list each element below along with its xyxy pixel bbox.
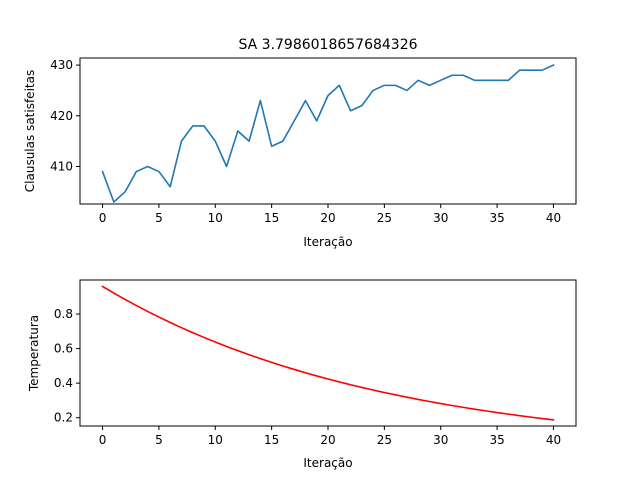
top-x-ticks: 0 5 10 15 20 25 30 35 40 — [99, 204, 561, 225]
bottom-y-tick-label: 0.2 — [54, 411, 73, 425]
bottom-x-ticks: 0 5 10 15 20 25 30 35 40 — [99, 426, 561, 447]
bottom-x-tick-label: 15 — [264, 433, 279, 447]
bottom-subplot: 0 5 10 15 20 25 30 35 40 0.2 0.4 0.6 0.8 Iteração T… — [27, 279, 577, 470]
bottom-x-tick-label: 20 — [320, 433, 335, 447]
top-x-tick-label: 20 — [320, 211, 335, 225]
bottom-x-tick-label: 30 — [433, 433, 448, 447]
top-chart-title: SA 3.7986018657684326 — [238, 37, 417, 53]
top-y-axis-label: Clausulas satisfeitas — [23, 70, 37, 192]
top-series-line-0 — [101, 64, 555, 203]
bottom-series-line-0 — [101, 285, 555, 421]
top-x-tick-label: 30 — [433, 211, 448, 225]
top-x-tick-label: 25 — [377, 211, 392, 225]
top-x-tick-label: 15 — [264, 211, 279, 225]
top-x-tick-label: 5 — [155, 211, 163, 225]
top-plot-marks — [101, 64, 555, 203]
bottom-x-axis-label: Iteração — [303, 456, 352, 470]
bottom-y-tick-label: 0.8 — [54, 307, 73, 321]
top-y-tick-label: 410 — [50, 159, 73, 173]
bottom-y-ticks: 0.2 0.4 0.6 0.8 — [54, 307, 80, 425]
bottom-x-tick-label: 40 — [546, 433, 561, 447]
bottom-y-axis-label: Temperatura — [27, 315, 41, 392]
bottom-y-tick-label: 0.4 — [54, 376, 73, 390]
bottom-x-tick-label: 25 — [377, 433, 392, 447]
bottom-plot-marks — [101, 285, 555, 421]
bottom-x-tick-label: 10 — [208, 433, 223, 447]
top-y-tick-label: 430 — [50, 58, 73, 72]
bottom-x-tick-label: 0 — [99, 433, 107, 447]
top-x-tick-label: 40 — [546, 211, 561, 225]
bottom-x-tick-label: 35 — [489, 433, 504, 447]
bottom-x-tick-label: 5 — [155, 433, 163, 447]
top-y-tick-label: 420 — [50, 109, 73, 123]
top-x-tick-label: 10 — [208, 211, 223, 225]
top-x-tick-label: 35 — [489, 211, 504, 225]
top-y-ticks: 410 420 430 — [50, 58, 80, 173]
top-subplot: SA 3.7986018657684326 0 5 10 15 20 25 30 35 40 4… — [23, 37, 577, 249]
bottom-y-tick-label: 0.6 — [54, 342, 73, 356]
top-x-tick-label: 0 — [99, 211, 107, 225]
top-x-axis-label: Iteração — [303, 235, 352, 249]
